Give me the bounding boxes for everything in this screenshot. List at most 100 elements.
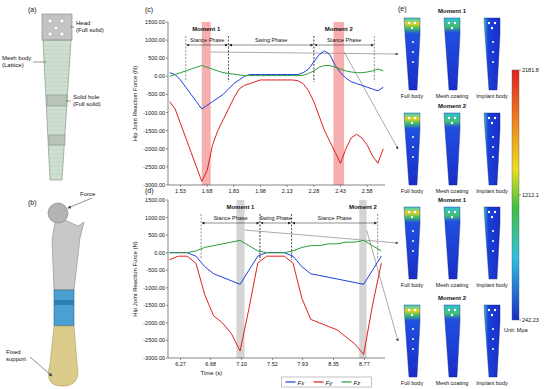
label: Fixed (6, 349, 21, 355)
screw-hole (454, 22, 456, 24)
y-tick (166, 166, 168, 167)
phase-boundary (201, 214, 202, 260)
part-label: Full body (401, 188, 424, 194)
phase-label: Swing Phase (260, 215, 292, 221)
screw-hole (414, 22, 416, 24)
y-tick-label: 1500.00 (145, 19, 165, 25)
x-tick-label: 1.83 (228, 188, 239, 194)
hole (412, 61, 414, 63)
row-label: Moment 1 (438, 8, 467, 14)
x-tick (180, 358, 181, 360)
x-tick-label: 2.28 (308, 188, 319, 194)
screw-hole (54, 26, 58, 30)
hole (412, 250, 414, 252)
x-tick-label: 6.68 (205, 361, 216, 367)
contour-shape (484, 113, 500, 185)
screw-hole (448, 309, 450, 311)
screw-hole (494, 117, 496, 119)
x-tick (367, 185, 368, 187)
hole (492, 146, 494, 148)
screw-hole (488, 22, 490, 24)
screw-hole (408, 22, 410, 24)
part-label: Mesh coating (436, 282, 469, 288)
colorbar-tick-label: 1212.1 (522, 192, 539, 198)
colorbar-tick (519, 320, 521, 321)
phase-boundary (228, 36, 229, 82)
screw-hole (48, 32, 52, 36)
y-tick (166, 340, 168, 341)
moment-label: Moment 1 (226, 204, 255, 210)
contour-shape (444, 113, 460, 185)
implant-band (54, 300, 74, 305)
head (42, 14, 72, 40)
screw-hole (454, 211, 456, 213)
y-tick-label: -3000.00 (143, 355, 165, 361)
colorbar-unit: Unit: Mpa (504, 327, 528, 333)
x-tick-label: 7.52 (267, 361, 278, 367)
screw-hole (414, 309, 416, 311)
phase-arrow (229, 45, 312, 46)
part-label: Implant body (476, 93, 508, 99)
hole (492, 328, 494, 330)
screw-hole (411, 122, 413, 124)
panel-label: (d) (145, 187, 154, 195)
contour-shape (404, 113, 420, 185)
x-tick (207, 185, 208, 187)
colorbar-tick (519, 70, 521, 71)
series-line (169, 256, 381, 354)
phase-label: Stance Phase (190, 37, 224, 43)
screw-hole (454, 309, 456, 311)
x-tick-label: 8.35 (328, 361, 339, 367)
leader (70, 27, 74, 28)
screw-hole (451, 27, 453, 29)
lattice-line (48, 130, 66, 131)
x-tick-label: 7.93 (297, 361, 308, 367)
screw-hole (448, 117, 450, 119)
label: support (6, 356, 26, 362)
panel-b: (b)ForceFixedsupport (6, 191, 96, 386)
colorbar-tick-label: 2181.8 (522, 67, 539, 73)
phase-arrow (187, 45, 228, 46)
screw-hole (494, 309, 496, 311)
x-tick-label: 2.43 (335, 188, 346, 194)
screw-hole (454, 117, 456, 119)
y-tick-label: 500.00 (148, 232, 165, 238)
y-tick (166, 185, 168, 186)
phase-boundary (228, 36, 229, 82)
hole (492, 51, 494, 53)
screw-hole (494, 211, 496, 213)
legend-swatch (342, 381, 352, 382)
x-tick-label: 1.53 (175, 188, 186, 194)
y-tick-label: -1000.00 (143, 285, 165, 291)
label: Solid hole (73, 94, 100, 100)
panel-a: (a)Head(Full solid)Mesh body(Lattice)Sol… (2, 6, 104, 180)
contour-shape (444, 305, 460, 377)
y-tick (166, 287, 168, 288)
hole (412, 328, 414, 330)
screw-hole (411, 314, 413, 316)
y-axis-title: Hip Joint Reaction Force (N) (132, 66, 138, 142)
hole (492, 240, 494, 242)
y-tick-label: -2500.00 (143, 337, 165, 343)
y-tick (166, 305, 168, 306)
x-tick-label: 6.27 (175, 361, 186, 367)
link-arrow (245, 230, 398, 243)
phase-boundary (185, 36, 186, 82)
leader (66, 101, 71, 102)
moment-band (359, 200, 366, 358)
screw-hole (488, 309, 490, 311)
part-label: Full body (401, 282, 424, 288)
hole (412, 240, 414, 242)
lattice-line (44, 58, 70, 59)
hole (492, 348, 494, 350)
lattice-line (45, 74, 69, 75)
x-tick-label: 7.10 (236, 361, 247, 367)
femur-lower (49, 326, 79, 386)
label: (Full solid) (76, 27, 104, 33)
lattice-line (45, 78, 69, 79)
screw-hole (411, 27, 413, 29)
y-tick (166, 22, 168, 23)
x-tick (272, 358, 273, 360)
series-line (169, 253, 381, 285)
phase-arrow (315, 45, 373, 46)
